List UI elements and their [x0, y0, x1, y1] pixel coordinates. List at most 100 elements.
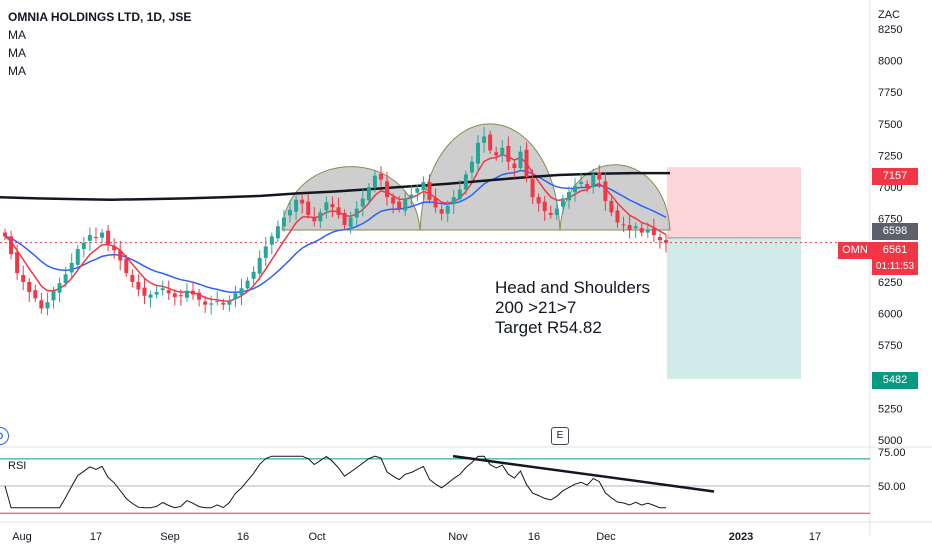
candle[interactable]	[118, 240, 123, 271]
candle[interactable]	[494, 146, 499, 161]
candle[interactable]	[312, 207, 317, 227]
candle[interactable]	[69, 253, 74, 278]
candle[interactable]	[9, 230, 14, 260]
candle[interactable]	[609, 197, 614, 217]
candle[interactable]	[288, 200, 293, 223]
candle[interactable]	[251, 266, 256, 285]
candle[interactable]	[294, 195, 299, 221]
candle[interactable]	[615, 204, 620, 228]
events-button[interactable]: E	[551, 427, 569, 445]
candle[interactable]	[130, 269, 135, 288]
candle[interactable]	[536, 193, 541, 212]
candle[interactable]	[378, 166, 383, 187]
candle[interactable]	[542, 195, 547, 221]
candle[interactable]	[633, 222, 638, 239]
candle[interactable]	[433, 188, 438, 213]
candle[interactable]	[591, 168, 596, 194]
candle[interactable]	[415, 184, 420, 202]
candle[interactable]	[457, 180, 462, 203]
candle[interactable]	[45, 292, 50, 316]
candle[interactable]	[385, 171, 390, 206]
candle[interactable]	[269, 232, 274, 255]
candle[interactable]	[93, 227, 98, 242]
candle[interactable]	[621, 216, 626, 232]
candle[interactable]	[439, 205, 444, 221]
candle[interactable]	[275, 220, 280, 243]
candle[interactable]	[463, 170, 468, 195]
candle[interactable]	[645, 222, 650, 238]
candle[interactable]	[342, 209, 347, 231]
candle[interactable]	[257, 250, 262, 281]
candle[interactable]	[585, 180, 590, 193]
candle[interactable]	[603, 171, 608, 211]
candle[interactable]	[306, 194, 311, 219]
candle[interactable]	[597, 164, 602, 188]
ma-21-line[interactable]	[4, 169, 667, 293]
candle[interactable]	[209, 295, 214, 315]
candle[interactable]	[397, 195, 402, 213]
candle[interactable]	[554, 199, 559, 221]
candle[interactable]	[627, 215, 632, 239]
candle[interactable]	[3, 228, 7, 241]
candle[interactable]	[215, 291, 220, 306]
candle[interactable]	[148, 290, 153, 308]
candle[interactable]	[566, 186, 571, 209]
candle[interactable]	[15, 244, 20, 280]
candle[interactable]	[451, 189, 456, 214]
candle[interactable]	[664, 234, 668, 253]
candle[interactable]	[366, 183, 371, 205]
candle[interactable]	[651, 218, 656, 242]
candle[interactable]	[330, 196, 335, 218]
candle[interactable]	[506, 136, 511, 171]
candle[interactable]	[100, 228, 105, 243]
candle[interactable]	[427, 174, 432, 204]
candle[interactable]	[300, 194, 305, 214]
candle[interactable]	[190, 281, 195, 300]
indicator-ma-1[interactable]: MA	[8, 28, 26, 42]
candle[interactable]	[51, 286, 56, 309]
candle[interactable]	[233, 285, 238, 308]
candle[interactable]	[639, 222, 644, 237]
candle[interactable]	[445, 200, 450, 222]
candle[interactable]	[421, 176, 426, 201]
indicator-ma-2[interactable]: MA	[8, 46, 26, 60]
candle[interactable]	[391, 193, 396, 214]
candle[interactable]	[336, 197, 341, 219]
candle[interactable]	[172, 289, 177, 306]
candle[interactable]	[482, 126, 487, 153]
indicator-ma-3[interactable]: MA	[8, 64, 26, 78]
candle[interactable]	[579, 172, 584, 188]
symbol-title[interactable]: OMNIA HOLDINGS LTD, 1D, JSE	[8, 10, 192, 24]
candle[interactable]	[281, 209, 286, 232]
candle[interactable]	[524, 142, 529, 183]
candle[interactable]	[87, 227, 92, 251]
candle[interactable]	[239, 278, 244, 306]
candle[interactable]	[39, 292, 44, 314]
candle[interactable]	[154, 286, 159, 299]
candle[interactable]	[136, 274, 141, 297]
candle[interactable]	[33, 284, 38, 303]
candle[interactable]	[160, 280, 165, 296]
candle[interactable]	[403, 190, 408, 216]
candle[interactable]	[488, 130, 493, 155]
candle[interactable]	[75, 245, 80, 272]
candle[interactable]	[21, 265, 26, 291]
candle[interactable]	[409, 185, 414, 206]
profit-target-zone[interactable]	[667, 237, 801, 380]
candle[interactable]	[57, 277, 62, 303]
candle[interactable]	[354, 200, 359, 226]
candle[interactable]	[530, 169, 535, 205]
candle[interactable]	[27, 278, 32, 302]
candle[interactable]	[512, 159, 517, 178]
candle[interactable]	[227, 295, 232, 312]
candle[interactable]	[372, 169, 377, 193]
candle[interactable]	[360, 188, 365, 217]
stop-loss-zone[interactable]	[667, 167, 801, 238]
candle[interactable]	[63, 266, 68, 287]
candle[interactable]	[469, 156, 474, 180]
candle[interactable]	[112, 238, 117, 259]
candle[interactable]	[197, 288, 202, 307]
candle[interactable]	[142, 278, 147, 305]
candle[interactable]	[548, 205, 553, 219]
